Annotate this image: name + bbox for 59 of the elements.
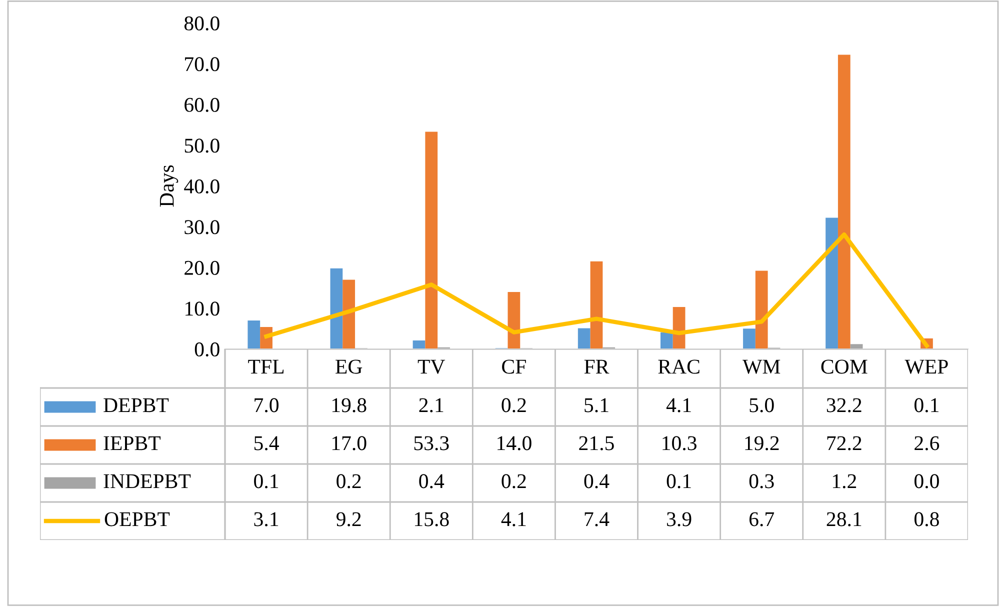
data-label: 19.8 [332, 398, 366, 412]
data-label: 2.1 [419, 398, 444, 412]
data-label: 0.4 [419, 474, 444, 488]
data-label: 15.8 [414, 512, 449, 526]
data-label: 0.3 [749, 474, 774, 488]
data-label: 72.2 [827, 436, 862, 450]
data-label: 7.4 [584, 512, 610, 526]
y-tick-label: 40.0 [184, 179, 220, 194]
data-label: 28.1 [826, 512, 862, 526]
x-tick-label: CF [502, 360, 526, 374]
data-label: 3.1 [254, 512, 278, 526]
data-label: 0.1 [666, 474, 691, 488]
data-label: 0.0 [914, 474, 939, 488]
data-label: 17.0 [332, 436, 366, 450]
y-tick-label: 50.0 [184, 138, 220, 153]
x-tick-label: TV [418, 360, 446, 374]
x-tick-label: RAC [658, 360, 700, 374]
legend-label: DEPBT [104, 398, 169, 412]
data-label: 0.1 [914, 398, 938, 412]
data-label: 3.9 [667, 512, 692, 526]
data-label: 53.3 [414, 436, 449, 450]
legend-label: INDEPBT [104, 474, 191, 488]
data-label: 0.4 [584, 474, 610, 488]
y-tick-label: 80.0 [184, 16, 220, 31]
y-tick-label: 30.0 [184, 220, 220, 234]
data-label: 21.5 [579, 436, 614, 450]
data-label: 0.2 [502, 398, 526, 412]
legend-label: OEPBT [104, 512, 170, 526]
x-tick-label: EG [336, 360, 362, 374]
x-tick-label: FR [584, 360, 610, 374]
data-label: 4.1 [666, 398, 691, 412]
y-tick-label: 0.0 [194, 342, 220, 357]
data-label: 14.0 [498, 436, 532, 450]
x-tick-label: WM [742, 360, 780, 374]
data-label: 6.7 [749, 512, 774, 526]
x-tick-label: WEP [904, 360, 948, 374]
y-tick-label: 10.0 [186, 302, 220, 316]
data-label: 2.6 [914, 436, 940, 450]
data-label: 0.8 [914, 512, 939, 526]
x-tick-label: COM [821, 360, 868, 374]
y-tick-label: 60.0 [184, 98, 220, 112]
y-axis-title: Days [160, 165, 178, 207]
y-tick-label: 20.0 [184, 260, 220, 276]
data-label: 19.2 [745, 436, 779, 450]
x-tick-label: TFL [248, 360, 284, 374]
data-label: 5.4 [254, 436, 279, 450]
data-label: 7.0 [254, 398, 279, 412]
y-tick-label: 70.0 [185, 57, 220, 72]
data-label: 4.1 [501, 512, 526, 526]
data-label: 32.2 [826, 398, 862, 412]
data-label: 5.0 [750, 398, 774, 412]
data-label: 5.1 [584, 398, 608, 412]
data-label: 9.2 [336, 512, 361, 526]
data-label: 0.2 [336, 474, 361, 488]
legend-label: IEPBT [104, 436, 161, 450]
data-label: 10.3 [662, 436, 696, 450]
data-label: 0.2 [502, 474, 526, 488]
data-label: 1.2 [832, 474, 856, 488]
data-label: 0.1 [254, 474, 278, 488]
